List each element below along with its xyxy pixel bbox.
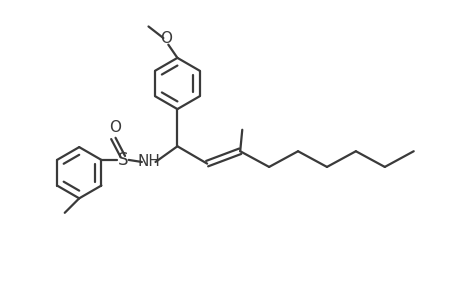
Text: S: S: [118, 151, 128, 169]
Text: NH: NH: [137, 154, 160, 169]
Text: O: O: [109, 120, 121, 135]
Text: O: O: [159, 31, 172, 46]
